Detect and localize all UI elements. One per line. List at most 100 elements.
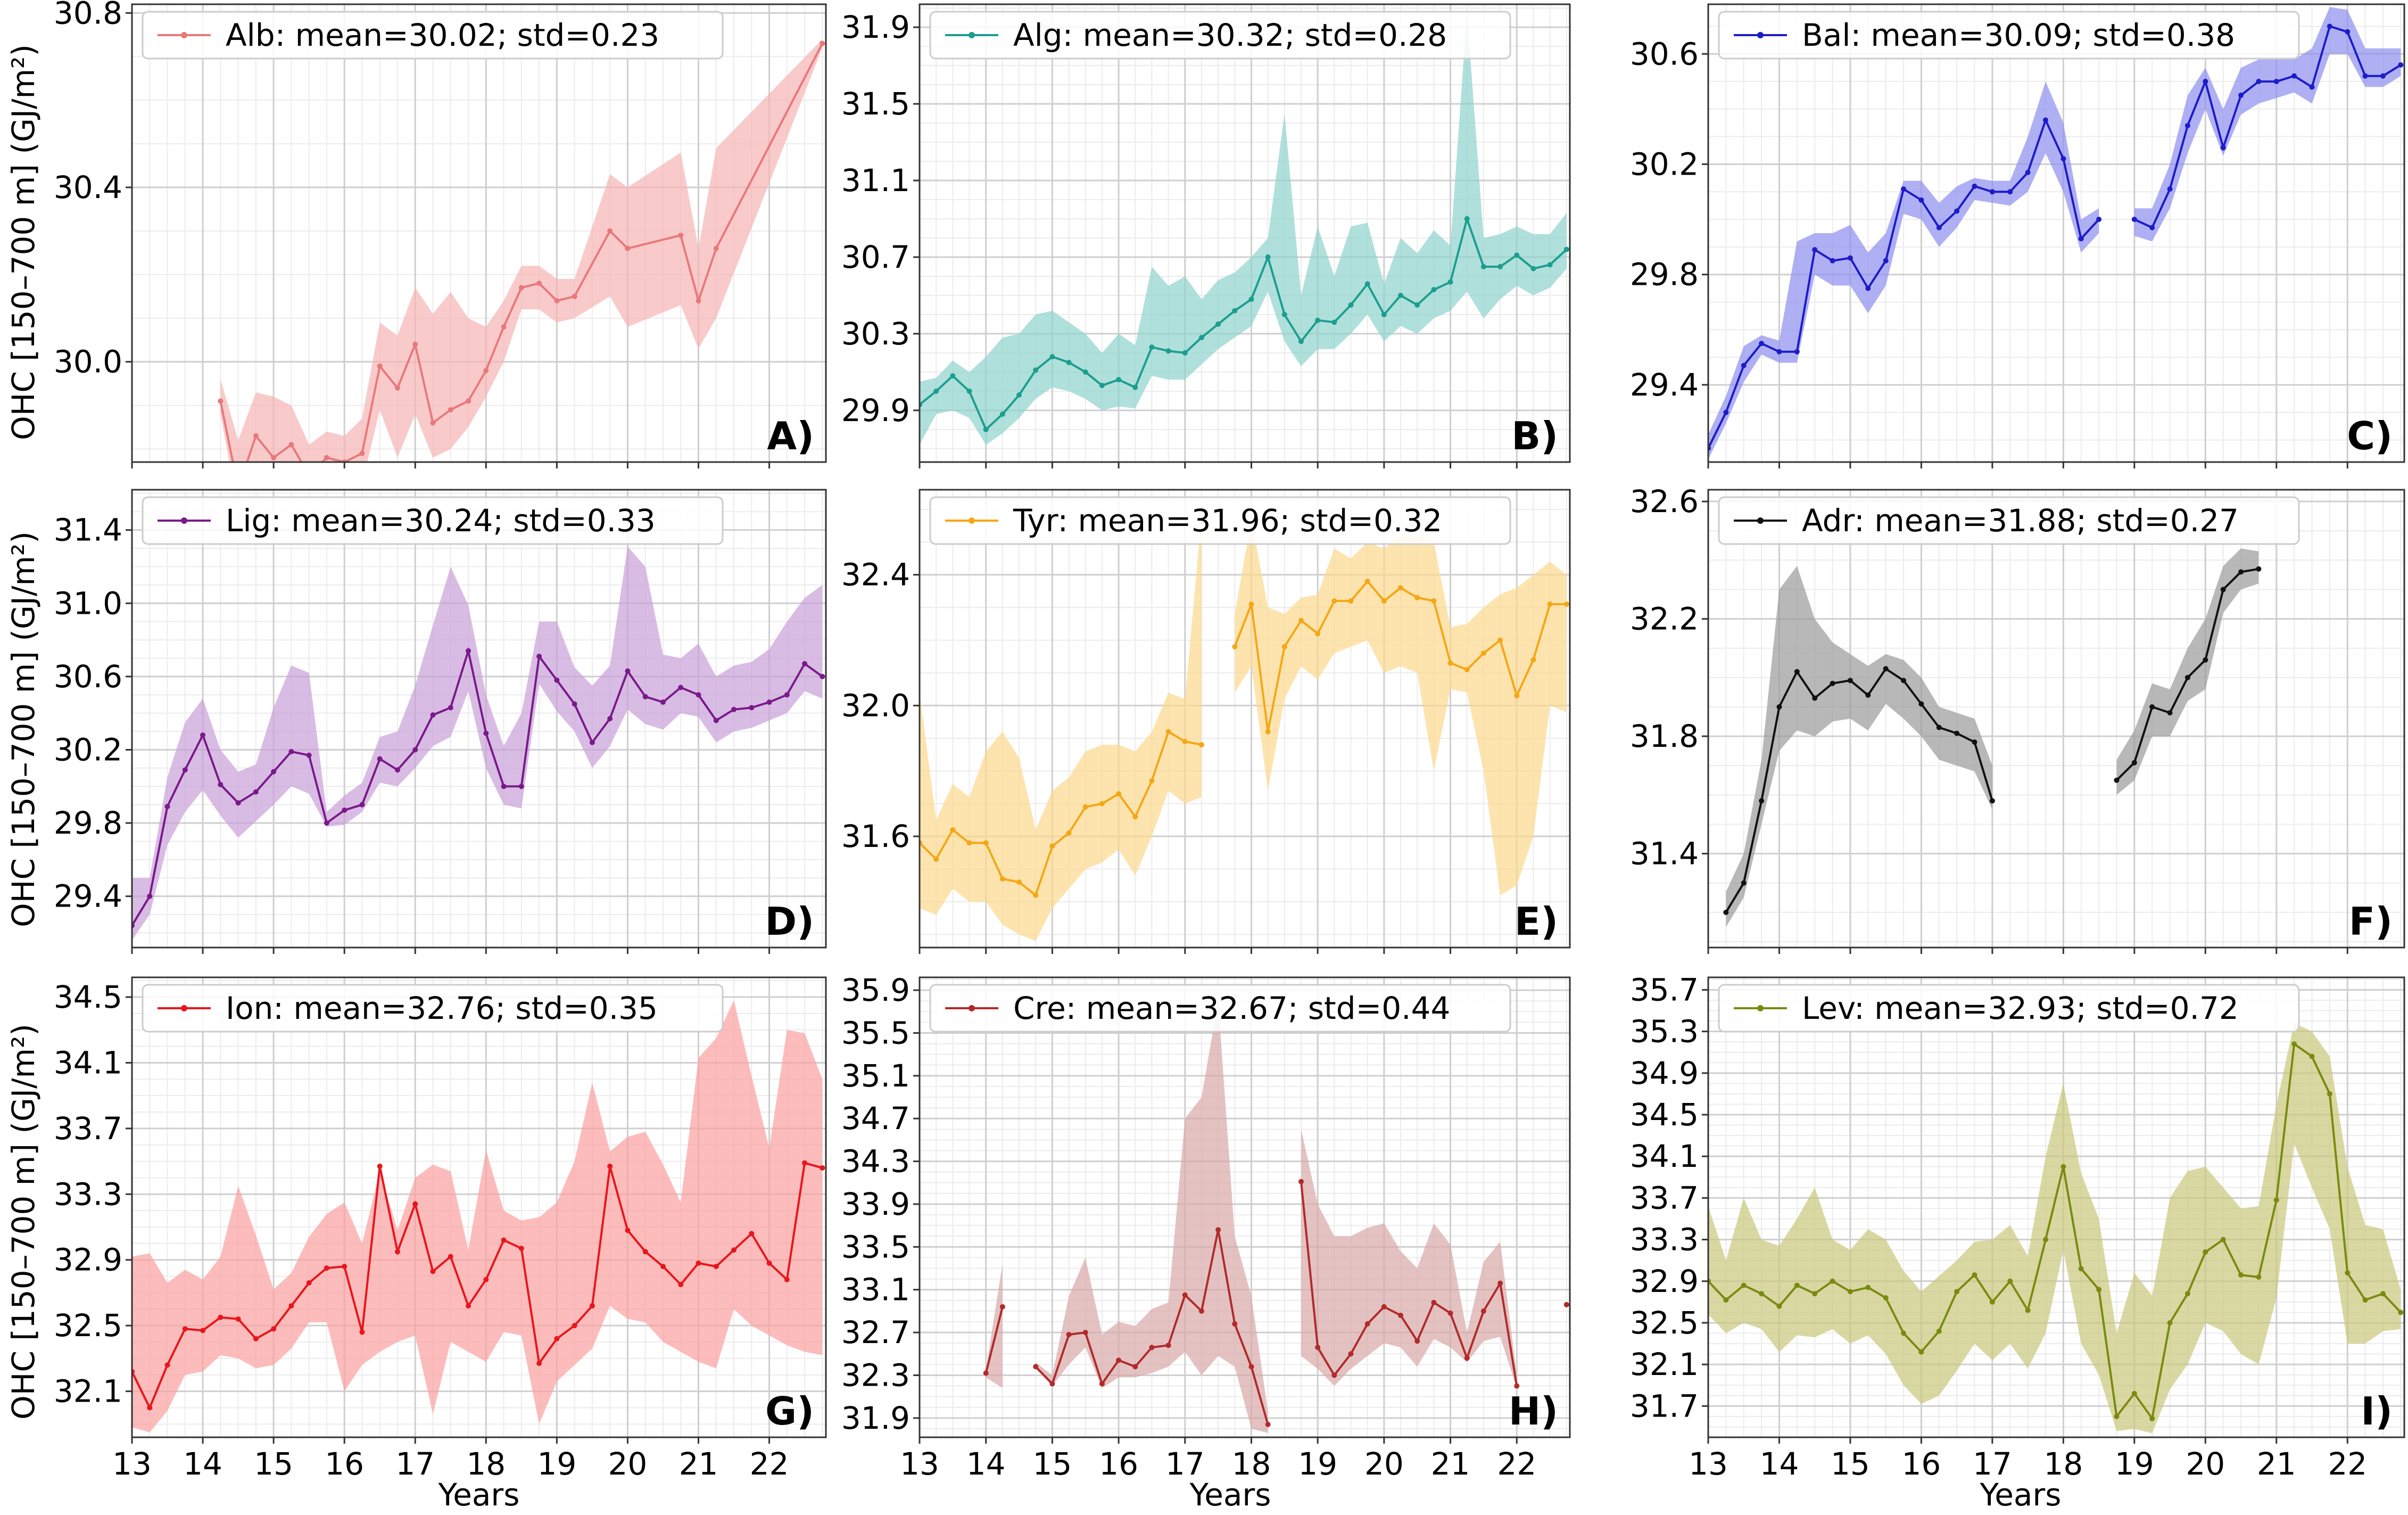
data-point — [518, 1246, 524, 1251]
data-point — [2220, 145, 2226, 151]
data-point — [483, 368, 489, 373]
y-axis-title-row-2: OHC [150–700 m] (GJ/m²) — [5, 531, 42, 927]
data-point — [288, 442, 294, 448]
x-tick-label: 18 — [1232, 1446, 1271, 1482]
std-band — [1708, 1023, 2401, 1434]
data-point — [1830, 1278, 1835, 1284]
series-cre — [983, 1001, 1569, 1433]
data-point — [1847, 1289, 1853, 1295]
x-tick-label: 17 — [395, 1446, 435, 1482]
data-point — [2398, 1310, 2404, 1315]
data-point — [182, 1326, 188, 1332]
data-point — [2398, 62, 2404, 68]
data-point — [1165, 1343, 1171, 1348]
data-point — [713, 245, 719, 251]
data-point — [1331, 598, 1337, 604]
data-point — [1514, 252, 1520, 258]
data-point — [164, 804, 170, 810]
data-point — [1901, 1330, 1907, 1336]
data-point — [342, 1264, 347, 1270]
x-tick-label: 15 — [1831, 1446, 1870, 1482]
y-tick-label: 29.4 — [54, 878, 122, 915]
data-point — [1989, 798, 1995, 804]
data-point — [2114, 777, 2120, 783]
y-tick-label: 33.9 — [841, 1186, 910, 1222]
data-point — [1497, 1280, 1503, 1286]
data-point — [1431, 1299, 1437, 1305]
data-point — [1936, 225, 1942, 230]
data-point — [554, 1336, 560, 1341]
x-tick-label: 16 — [1902, 1446, 1941, 1482]
data-point — [2291, 73, 2297, 79]
data-point — [1149, 1345, 1155, 1351]
data-point — [1298, 617, 1304, 623]
data-point — [1547, 602, 1553, 607]
data-point — [678, 1282, 684, 1288]
y-tick-label: 31.8 — [1630, 718, 1699, 754]
data-point — [1381, 311, 1387, 317]
y-tick-label: 30.2 — [54, 731, 122, 768]
y-tick-label: 34.7 — [841, 1100, 910, 1137]
data-point — [784, 692, 790, 698]
data-point — [359, 802, 365, 808]
data-point — [147, 1405, 153, 1411]
data-point — [2273, 1197, 2279, 1203]
data-point — [253, 789, 259, 795]
data-point — [2096, 1287, 2102, 1292]
data-point — [2025, 1307, 2031, 1313]
data-point — [2078, 236, 2084, 242]
data-point — [2007, 189, 2013, 195]
data-point — [642, 694, 648, 699]
series-lev — [1708, 1023, 2404, 1434]
x-tick-label: 21 — [679, 1446, 718, 1482]
legend-swatch-marker — [181, 1005, 187, 1011]
data-point — [572, 701, 577, 707]
data-point — [1741, 880, 1747, 886]
data-point — [1033, 1364, 1039, 1370]
data-point — [1315, 317, 1321, 323]
data-point — [2131, 217, 2137, 223]
y-tick-label: 32.3 — [841, 1357, 910, 1393]
data-point — [1447, 660, 1453, 666]
data-point — [1447, 279, 1453, 285]
data-point — [1759, 798, 1765, 804]
data-point — [1116, 1357, 1122, 1363]
data-point — [1431, 287, 1437, 293]
legend-label: Lev: mean=32.93; std=0.72 — [1802, 990, 2239, 1026]
data-point — [1398, 292, 1404, 298]
data-point — [1281, 311, 1287, 317]
data-point — [2184, 674, 2190, 680]
data-point — [572, 1323, 577, 1329]
y-tick-label: 32.5 — [54, 1307, 122, 1344]
data-point — [2380, 73, 2386, 79]
legend-swatch-marker — [969, 32, 975, 38]
data-point — [1830, 680, 1835, 686]
std-band — [1301, 1129, 1517, 1388]
data-point — [1248, 1364, 1254, 1370]
data-point — [713, 718, 719, 723]
data-point — [1364, 1321, 1370, 1327]
x-axis-title-col-3: Years — [1979, 1477, 2061, 1513]
data-point — [2149, 225, 2155, 230]
data-point — [324, 455, 329, 460]
y-tick-label: 30.7 — [841, 239, 910, 275]
data-point — [2220, 1237, 2226, 1242]
plot-frame — [1707, 976, 2405, 1438]
data-point — [2203, 79, 2208, 85]
data-point — [1954, 730, 1960, 736]
legend-swatch-marker — [181, 517, 187, 524]
legend-label: Alg: mean=30.32; std=0.28 — [1013, 17, 1447, 53]
data-point — [412, 747, 418, 753]
data-point — [2291, 1041, 2297, 1047]
data-point — [1182, 739, 1188, 744]
x-tick-label: 20 — [2186, 1446, 2225, 1482]
data-point — [2256, 566, 2262, 572]
x-tick-label: 20 — [1364, 1446, 1404, 1482]
data-point — [802, 1160, 808, 1166]
data-point — [1865, 692, 1871, 698]
y-tick-label: 32.7 — [841, 1314, 910, 1351]
data-point — [1812, 1291, 1818, 1297]
data-point — [1723, 1297, 1729, 1303]
x-tick-label: 17 — [1165, 1446, 1205, 1482]
